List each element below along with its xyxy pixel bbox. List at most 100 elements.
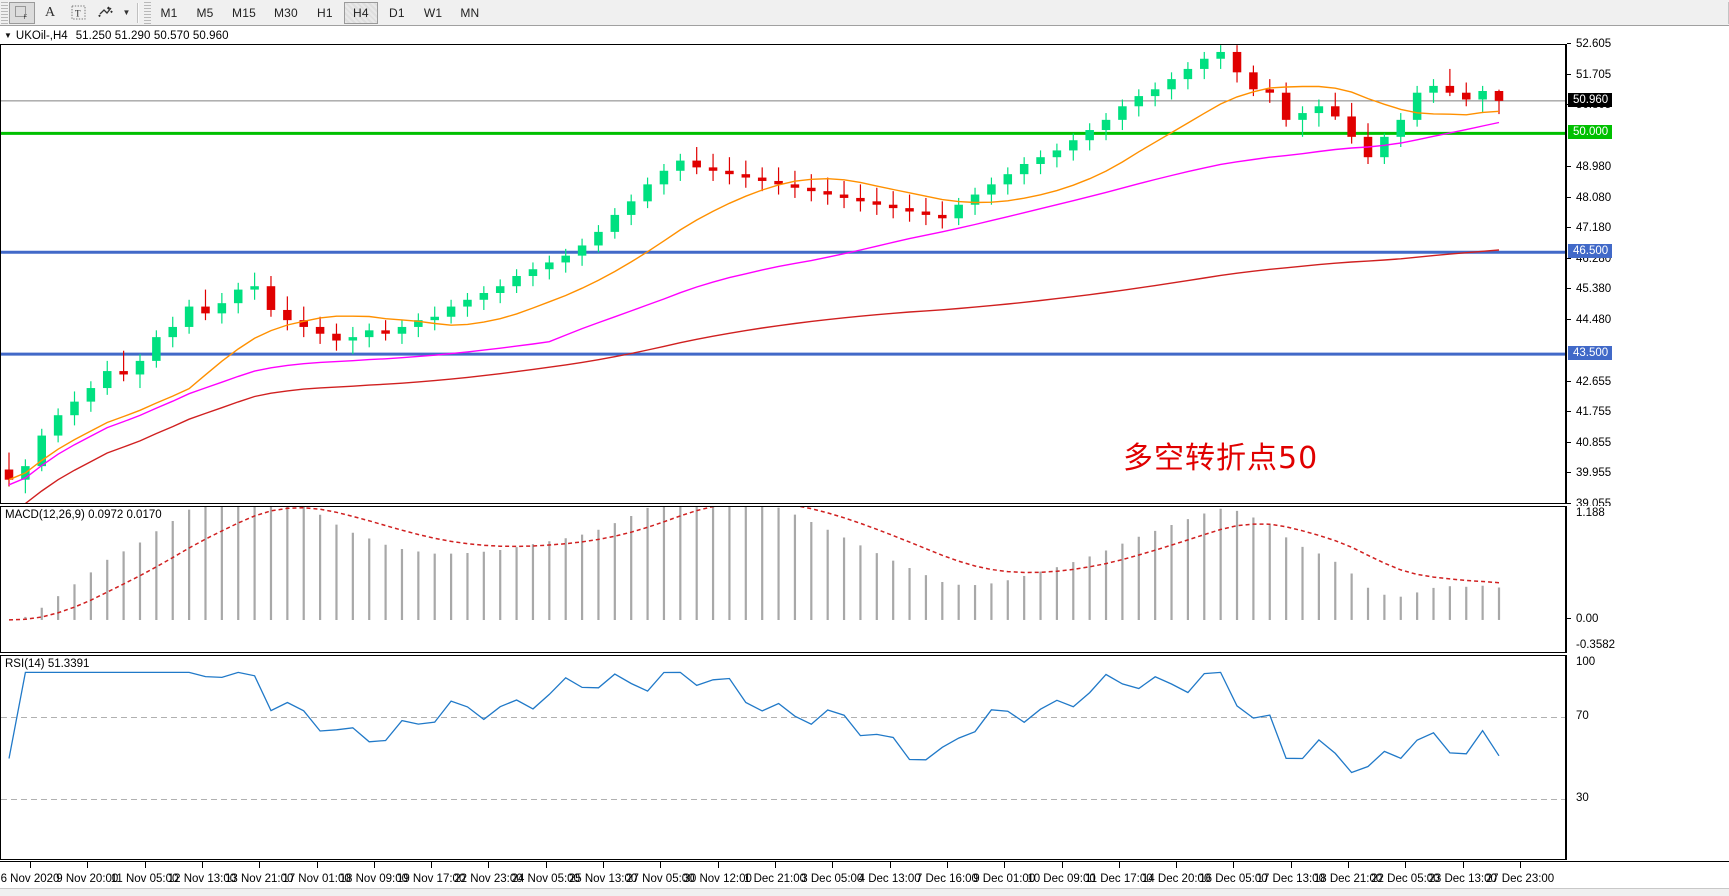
time-label-24: 22 Dec 05:00 (1371, 873, 1440, 885)
time-tick (832, 862, 834, 868)
time-label-2: 11 Nov 05:00 (110, 873, 179, 885)
price-tick-40.855: 40.855 (1567, 437, 1611, 449)
time-tick (1520, 862, 1521, 868)
timeframe-button-m15[interactable]: M15 (232, 5, 256, 20)
time-label-20: 14 Dec 20:00 (1141, 873, 1211, 885)
time-label-3: 12 Nov 13:00 (167, 873, 237, 885)
timeframe-button-m5[interactable]: M5 (196, 5, 214, 20)
price-tag-50.960[interactable]: 50.960 (1568, 92, 1613, 107)
price-tag-46.500[interactable]: 46.500 (1568, 244, 1613, 259)
time-label-4: 13 Nov 21:00 (225, 873, 294, 885)
toolbar-separator (137, 2, 139, 23)
rsi-tick-70: 70 (1576, 709, 1589, 722)
price-tick-41.755: 41.755 (1567, 406, 1611, 418)
time-label-12: 30 Nov 12:00 (683, 873, 752, 885)
macd-signal-line[interactable] (8, 507, 1500, 621)
timeframe-button-mn[interactable]: MN (460, 5, 480, 20)
time-label-23: 18 Dec 21:00 (1313, 873, 1383, 885)
macd-axis[interactable]: 1.188 0.00 -0.3582 (1566, 506, 1729, 653)
time-tick (545, 862, 547, 868)
timeframe-button-w1[interactable]: W1 (423, 5, 443, 20)
macd-tick--0.3582: -0.3582 (1576, 639, 1616, 651)
chart-annotation-text: 多空转折点50 (1123, 441, 1319, 476)
macd-svg (8, 507, 1501, 621)
price-plot-area[interactable] (1, 45, 1565, 503)
time-tick (660, 862, 662, 868)
symbol-ohlc-values: 51.250 51.290 50.570 50.960 (75, 29, 229, 42)
ma-fast-orange[interactable] (8, 85, 1500, 481)
timeframe-button-h1[interactable]: H1 (317, 5, 333, 20)
macd-panel-label: MACD(12,26,9) 0.0972 0.0170 (5, 509, 162, 521)
time-tick (1061, 862, 1063, 868)
objects-list-icon[interactable] (93, 2, 119, 24)
price-tick-52.605: 52.605 (1567, 38, 1611, 50)
macd-panel[interactable]: MACD(12,26,9) 0.0972 0.0170 (0, 506, 1566, 653)
time-label-11: 27 Nov 05:00 (626, 873, 695, 885)
time-tick (30, 862, 31, 868)
timeframe-group: M1 M5 M15 M30 H1 H4 D1 W1 MN (151, 1, 488, 24)
time-tick (1004, 862, 1006, 868)
price-axis[interactable]: 52.60551.70550.80548.98048.08047.18046.2… (1566, 38, 1729, 510)
time-label-26: 27 Dec 23:00 (1485, 873, 1555, 885)
timeframe-button-h4[interactable]: H4 (343, 1, 378, 24)
time-tick (259, 862, 261, 868)
time-label-17: 9 Dec 01:00 (973, 873, 1036, 885)
time-label-15: 4 Dec 13:00 (858, 873, 921, 885)
rsi-svg (1, 671, 1565, 800)
time-tick (1290, 862, 1292, 868)
macd-plot-area[interactable] (1, 507, 1565, 652)
timeframe-button-d1[interactable]: D1 (389, 5, 405, 20)
rsi-tick-100: 100 (1576, 656, 1596, 668)
time-tick (201, 862, 203, 868)
rsi-panel[interactable]: RSI(14) 51.3391 (0, 655, 1566, 860)
time-label-5: 17 Nov 01:00 (282, 873, 351, 885)
candlestick-series (4, 45, 1504, 494)
time-tick (316, 862, 318, 868)
text-object-button[interactable]: T (65, 2, 91, 24)
time-tick (373, 862, 375, 868)
time-label-21: 16 Dec 05:00 (1199, 873, 1268, 885)
price-chart-panel[interactable]: 多空转折点50 (0, 44, 1566, 504)
price-tick-42.655: 42.655 (1567, 376, 1611, 388)
time-label-0: 6 Nov 2020 (0, 873, 60, 885)
timeframe-grip[interactable] (144, 1, 151, 24)
time-label-22: 17 Dec 13:00 (1256, 873, 1325, 885)
timeframe-button-m30[interactable]: M30 (273, 5, 298, 20)
time-tick (946, 862, 948, 868)
time-tick (1233, 862, 1235, 868)
price-tick-39.955: 39.955 (1567, 467, 1611, 479)
chevron-down-icon[interactable]: ▼ (122, 8, 131, 17)
symbol-bar: ▼ UKOil-,H4 51.250 51.290 50.570 50.960 (0, 27, 1729, 44)
rsi-line[interactable] (8, 671, 1500, 774)
symbol-dropdown-icon[interactable]: ▼ (4, 31, 12, 40)
time-label-8: 22 Nov 23:00 (454, 873, 523, 885)
rsi-plot-area[interactable] (1, 656, 1565, 859)
time-tick (603, 862, 605, 868)
crosshair-icon[interactable]: F (9, 1, 35, 24)
rsi-axis[interactable]: 100 70 30 (1566, 655, 1729, 860)
toolbar-grip[interactable] (1, 1, 8, 24)
ma-medium-magenta[interactable] (8, 121, 1500, 486)
time-tick (1176, 862, 1178, 868)
crosshair-glyph: F (15, 5, 28, 21)
time-label-18: 10 Dec 09:00 (1027, 873, 1096, 885)
time-tick (1462, 862, 1464, 868)
rsi-tick-30: 30 (1576, 791, 1589, 804)
price-tick-51.705: 51.705 (1567, 69, 1611, 81)
text-object-icon: T (71, 5, 85, 20)
rsi-panel-label: RSI(14) 51.3391 (5, 658, 90, 670)
text-label-button[interactable]: A (37, 2, 63, 24)
price-tag-43.500[interactable]: 43.500 (1568, 346, 1613, 361)
price-tag-50.000[interactable]: 50.000 (1568, 125, 1613, 140)
symbol-name: UKOil-,H4 (15, 29, 68, 42)
ma-slow-red[interactable] (9, 249, 1500, 503)
main-toolbar: F A T ▼ M1 M5 M15 M30 H1 H4 D1 W1 MN (0, 0, 1729, 26)
price-tick-48.080: 48.080 (1567, 192, 1611, 204)
price-tick-47.180: 47.180 (1567, 222, 1611, 234)
time-label-14: 3 Dec 05:00 (801, 873, 864, 885)
price-tick-48.980: 48.980 (1567, 161, 1611, 173)
macd-tick-0.00: 0.00 (1567, 613, 1598, 625)
timeframe-button-m1[interactable]: M1 (160, 5, 178, 20)
status-strip (0, 888, 1729, 896)
